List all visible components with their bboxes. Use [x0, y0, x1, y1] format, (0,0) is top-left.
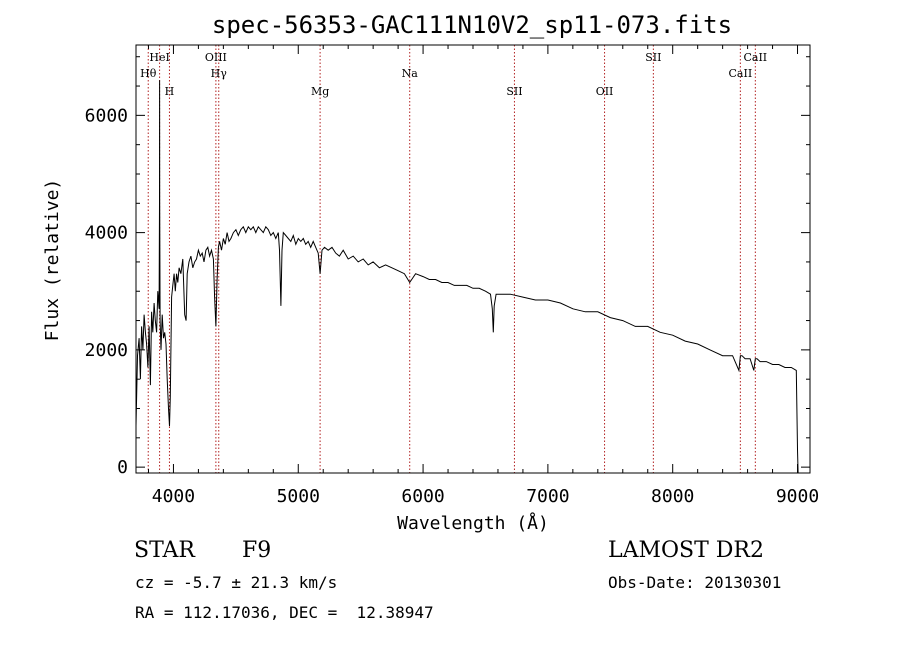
spectral-line-label: CaII	[743, 51, 767, 64]
y-tick-label: 0	[117, 457, 128, 478]
axis-tick-labels: 4000 5000 6000 7000 8000 9000 0 2000 4000 6000	[85, 105, 820, 507]
spectrum-series-line	[135, 80, 799, 474]
spectral-line-label: CaII	[729, 67, 753, 80]
survey-name: LAMOST DR2	[608, 538, 764, 563]
chart-title: spec-56353-GAC111N10V2_sp11-073.fits	[212, 11, 732, 39]
coordinates-text: RA = 112.17036, DEC = 12.38947	[135, 603, 434, 622]
x-tick-label: 5000	[277, 486, 320, 507]
redshift-text: cz = -5.7 ± 21.3 km/s	[135, 573, 338, 592]
observation-date: Obs-Date: 20130301	[608, 573, 782, 592]
x-tick-label: 6000	[401, 486, 444, 507]
object-subclass: F9	[242, 538, 272, 563]
spectral-line-label: SII	[506, 85, 522, 98]
object-class: STAR	[134, 538, 195, 563]
spectral-line-markers	[147, 45, 756, 473]
spectral-line-label: SII	[645, 51, 661, 64]
x-tick-label: 9000	[776, 486, 819, 507]
spectral-line-label: H	[165, 85, 175, 98]
x-tick-label: 4000	[152, 486, 195, 507]
plot-frame	[135, 44, 811, 474]
spectral-line-label: HeI	[149, 51, 169, 64]
axis-ticks	[136, 45, 810, 473]
y-tick-label: 6000	[85, 105, 128, 126]
spectral-line-label: Mg	[311, 85, 329, 98]
y-tick-label: 2000	[85, 340, 128, 361]
spectral-line-label: Hθ	[140, 67, 157, 80]
x-tick-label: 8000	[651, 486, 694, 507]
spectral-line-label: Hγ	[211, 67, 228, 80]
spectral-line-label: Na	[402, 67, 419, 80]
spectral-line-labels: Hθ HeI H OIII Hγ Mg Na SII OII SII CaII CaII	[140, 51, 767, 98]
y-axis-label: Flux (relative)	[42, 179, 63, 342]
spectral-line-label: OIII	[205, 51, 227, 64]
spectral-line-label: OII	[596, 85, 614, 98]
y-tick-label: 4000	[85, 223, 128, 244]
x-tick-label: 7000	[526, 486, 569, 507]
x-axis-label: Wavelength (Å)	[397, 512, 549, 534]
